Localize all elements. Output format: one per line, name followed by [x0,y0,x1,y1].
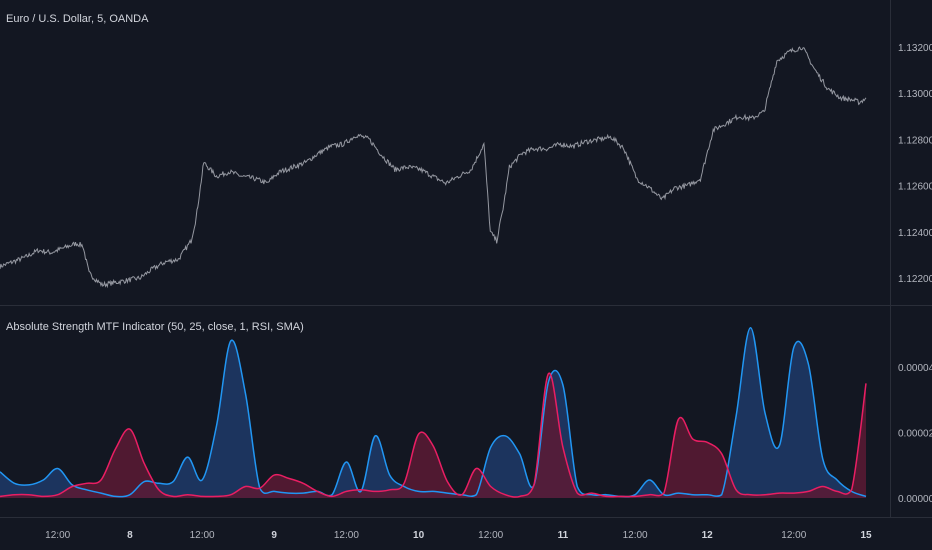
bull-strength-line [0,326,867,498]
bear-strength-line [0,372,867,498]
price-pane[interactable] [0,0,890,305]
indicator-tick-label: 0.00004 [898,363,932,374]
time-tick-label: 12:00 [623,530,648,541]
price-tick-label: 1.12200 [898,274,932,285]
indicator-series-layer [0,326,867,498]
bear-strength-area [0,373,866,498]
price-tick-label: 1.13000 [898,89,932,100]
price-chart-title: Euro / U.S. Dollar, 5, OANDA [6,13,149,25]
time-tick-label: 12:00 [190,530,215,541]
price-axis-labels[interactable]: 1.13200 1.13000 1.12800 1.12600 1.12400 1.122… [898,43,932,285]
bull-strength-area [0,327,866,498]
indicator-title: Absolute Strength MTF Indicator (50, 25,… [6,321,304,333]
price-tick-label: 1.12600 [898,182,932,193]
indicator-tick-label: 0.00000 [898,494,932,505]
price-tick-label: 1.12400 [898,228,932,239]
indicator-tick-label: 0.00002 [898,429,932,440]
time-tick-label: 12:00 [781,530,806,541]
time-tick-label: 12:00 [478,530,503,541]
price-tick-label: 1.13200 [898,43,932,54]
time-tick-label: 11 [558,530,569,541]
time-tick-label: 8 [127,530,133,541]
price-tick-label: 1.12800 [898,135,932,146]
time-tick-label: 15 [860,530,872,541]
time-axis-labels[interactable]: 12:00 8 12:00 9 12:00 10 12:00 11 12:00 12 12:00 15 [45,530,872,541]
price-line-series [0,46,867,289]
time-tick-label: 12 [702,530,714,541]
time-tick-label: 12:00 [334,530,359,541]
time-tick-label: 9 [271,530,277,541]
time-tick-label: 12:00 [45,530,70,541]
time-tick-label: 10 [413,530,425,541]
indicator-axis-labels[interactable]: 0.00004 0.00002 0.00000 [898,363,932,505]
